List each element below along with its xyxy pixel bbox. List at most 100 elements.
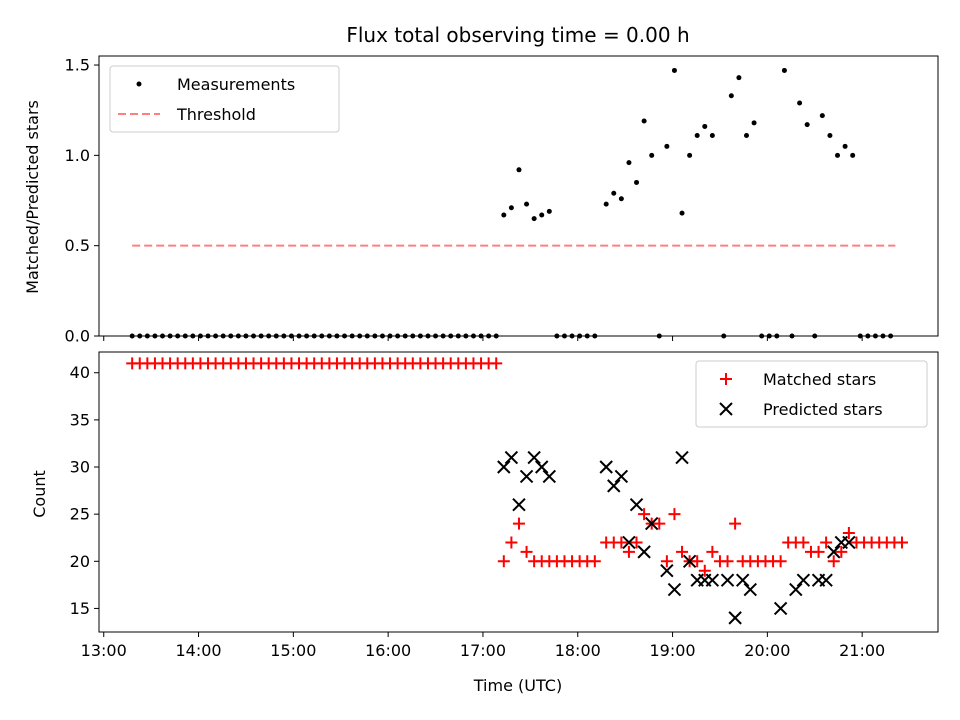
bottom-axes-frame (98, 351, 939, 633)
measurement-point (539, 212, 545, 218)
measurement-point (736, 75, 742, 81)
top-y-tick-label: 0.0 (65, 327, 90, 346)
measurement-point (797, 100, 803, 106)
matched-star-point (588, 555, 601, 568)
matched-star-point (676, 545, 689, 558)
measurement-point (679, 210, 685, 216)
predicted-star-point (667, 582, 682, 597)
matched-star-point (812, 545, 825, 558)
predicted-stars-points (497, 450, 856, 625)
matched-star-point (691, 555, 704, 568)
bottom-legend-box (695, 360, 928, 428)
predicted-star-point (542, 469, 557, 484)
predicted-star-point (614, 469, 629, 484)
predicted-star-point (789, 582, 803, 597)
measurement-point (804, 122, 810, 128)
predicted-star-point (682, 554, 697, 569)
predicted-star-point (743, 582, 757, 597)
bottom-y-axis-label: Count (30, 470, 49, 518)
legend-label-measurements: Measurements (177, 75, 295, 94)
predicted-star-point (827, 545, 841, 559)
matched-star-point (774, 555, 787, 568)
predicted-star-point (519, 469, 534, 484)
measurement-point (634, 179, 640, 185)
bottom-x-tick-label: 20:00 (744, 641, 790, 660)
predicted-star-point (622, 535, 636, 550)
legend-label-matched: Matched stars (763, 370, 876, 389)
matched-star-point (842, 527, 855, 540)
top-panel: Flux total observing time = 0.00 h Match… (23, 23, 939, 346)
top-axes-frame (98, 55, 939, 337)
top-legend-box (109, 65, 340, 133)
measurement-point (781, 67, 787, 73)
matched-star-point (520, 545, 533, 558)
matched-star-point (505, 536, 518, 549)
predicted-star-point (629, 498, 644, 512)
predicted-star-point (607, 479, 621, 493)
predicted-star-point (637, 545, 651, 559)
predicted-star-point (819, 573, 833, 587)
measurement-point (516, 167, 522, 173)
bottom-y-ticks: 15 20 25 30 35 40 (70, 363, 99, 618)
measurement-point (626, 160, 632, 166)
legend-marker-measurements (136, 81, 142, 87)
top-y-axis-label: Matched/Predicted stars (23, 100, 42, 294)
matched-star-point (622, 545, 635, 558)
matched-star-point (698, 564, 711, 577)
measurement-point (728, 93, 734, 99)
legend-label-predicted: Predicted stars (763, 400, 883, 419)
predicted-star-point (512, 498, 526, 512)
matched-star-point (638, 508, 651, 521)
predicted-star-point (660, 564, 674, 578)
matched-star-point (729, 517, 742, 530)
bottom-y-tick-label: 25 (70, 505, 90, 524)
matched-star-point (797, 536, 810, 549)
measurement-point (743, 132, 749, 138)
predicted-star-point (497, 460, 511, 474)
predicted-star-point (504, 450, 519, 465)
measurement-point (501, 212, 507, 218)
matched-star-point (660, 555, 673, 568)
measurement-point (611, 190, 617, 196)
legend-label-threshold: Threshold (176, 105, 256, 124)
predicted-star-point (599, 460, 613, 474)
bottom-x-axis-label: Time (UTC) (473, 676, 562, 695)
predicted-star-point (773, 601, 788, 616)
matched-star-point (497, 555, 510, 568)
measurement-point (524, 201, 530, 207)
measurement-point (687, 152, 693, 158)
predicted-star-point (720, 573, 735, 587)
bottom-x-ticks: 13:00 14:00 15:00 16:00 17:00 18:00 19:00 20:00… (81, 632, 885, 660)
matched-star-point (668, 508, 681, 521)
bottom-legend: Matched stars Predicted stars (695, 360, 928, 428)
matched-star-point (490, 357, 503, 370)
top-y-tick-label: 0.5 (65, 236, 90, 255)
measurement-point (641, 118, 647, 124)
measurement-point (850, 152, 856, 158)
top-legend: Measurements Threshold (109, 65, 340, 133)
measurement-point (531, 216, 537, 222)
bottom-y-tick-label: 40 (70, 363, 90, 382)
matched-star-point (721, 555, 734, 568)
measurement-point (709, 132, 715, 138)
legend-marker-predicted (719, 402, 733, 416)
bottom-y-tick-label: 30 (70, 458, 90, 477)
measurement-point (671, 67, 677, 73)
measurement-point (618, 196, 624, 202)
top-y-ticks: 0.0 0.5 1.0 1.5 (65, 56, 99, 346)
matched-star-point (835, 545, 848, 558)
measurement-point (508, 205, 514, 211)
legend-marker-matched (720, 373, 732, 385)
predicted-star-point (728, 611, 742, 625)
bottom-x-tick-label: 16:00 (365, 641, 411, 660)
measurement-point (664, 143, 670, 149)
matched-star-point (820, 536, 833, 549)
measurement-point (827, 132, 833, 138)
bottom-y-tick-label: 15 (70, 599, 90, 618)
measurement-point (694, 132, 700, 138)
bottom-x-tick-label: 14:00 (175, 641, 221, 660)
predicted-star-point (535, 460, 549, 474)
bottom-y-tick-label: 35 (70, 410, 90, 429)
predicted-star-point (644, 516, 659, 531)
